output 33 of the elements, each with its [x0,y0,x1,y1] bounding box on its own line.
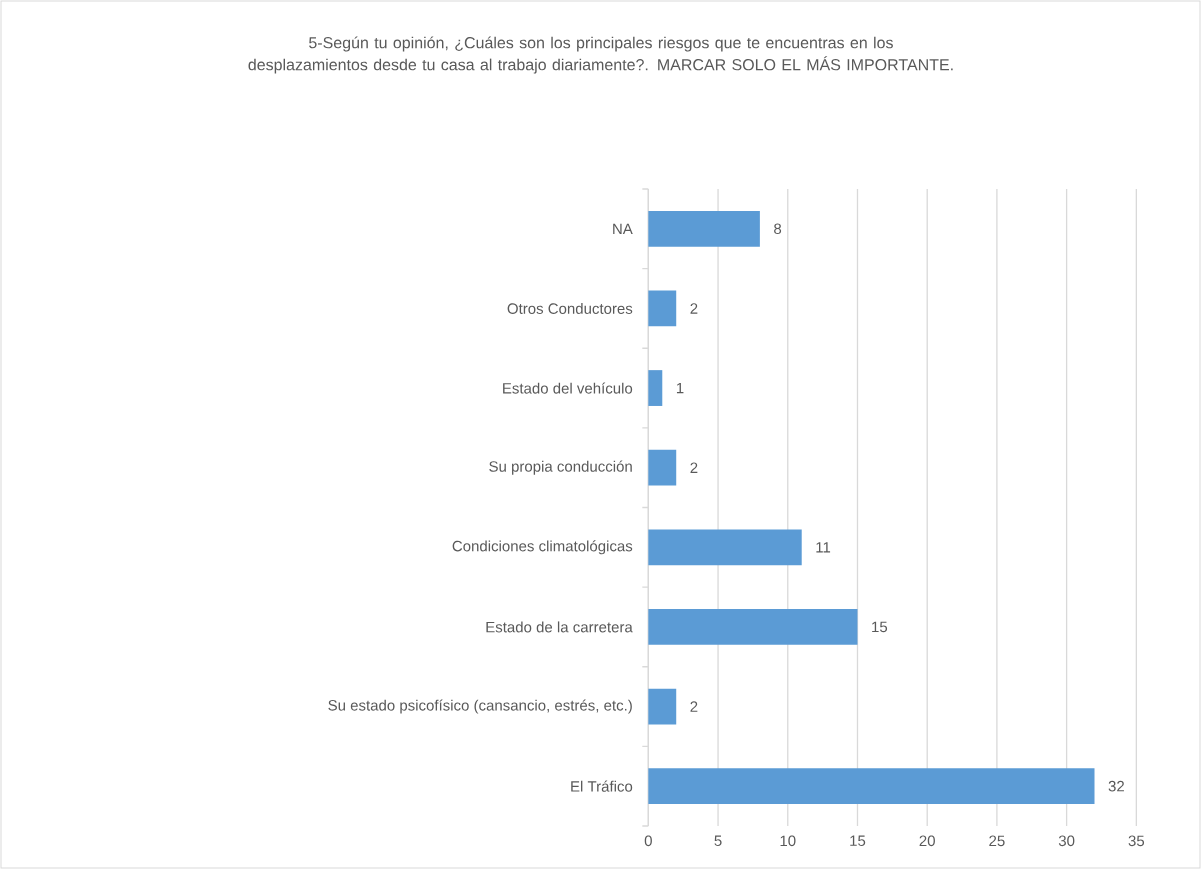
x-tick-label: 5 [714,835,722,846]
data-label: 2 [690,462,698,473]
data-label: 11 [816,542,831,553]
y-tick-label: El Tráfico [571,780,633,792]
data-label: 15 [872,621,888,633]
x-tick-label: 10 [780,835,796,847]
y-tick-label: Estado del vehículo [503,382,633,394]
x-tick-label: 15 [850,835,866,846]
data-label: 2 [690,303,698,314]
bar [648,768,1095,805]
chart-title: 5-Según tu opinión, ¿Cuáles son los principales riesgos que te encuentras en los desplazamientos desde tu casa al trabajo diariamente?. MARCAR SOLO EL MÁS IMPORTANTE. [248,36,953,74]
x-tick-label: 35 [1128,835,1145,847]
x-tick-label: 20 [919,835,935,847]
data-label: 2 [690,701,698,712]
data-label: 8 [774,223,782,235]
y-tick-label: Otros Conductores [507,302,633,314]
y-tick-label: Estado de la carretera [486,621,633,633]
data-label: 32 [1108,780,1124,792]
bar [648,609,858,645]
x-tick-label: 30 [1058,835,1075,847]
y-tick-label: Su propia conducción [489,460,632,475]
bar [648,290,677,327]
bar [648,370,663,406]
y-tick-label: Su estado psicofísico (cansancio, estrés, etc.) [328,699,632,714]
x-tick-label: 0 [644,835,652,847]
bar [648,210,760,247]
x-tick-label: 25 [989,835,1005,847]
bar [648,529,802,566]
bar [648,688,677,725]
bar [648,449,677,486]
y-tick-label: Condiciones climatológicas [452,540,633,555]
data-label: 1 [676,382,684,394]
y-tick-label: NA [613,223,633,234]
